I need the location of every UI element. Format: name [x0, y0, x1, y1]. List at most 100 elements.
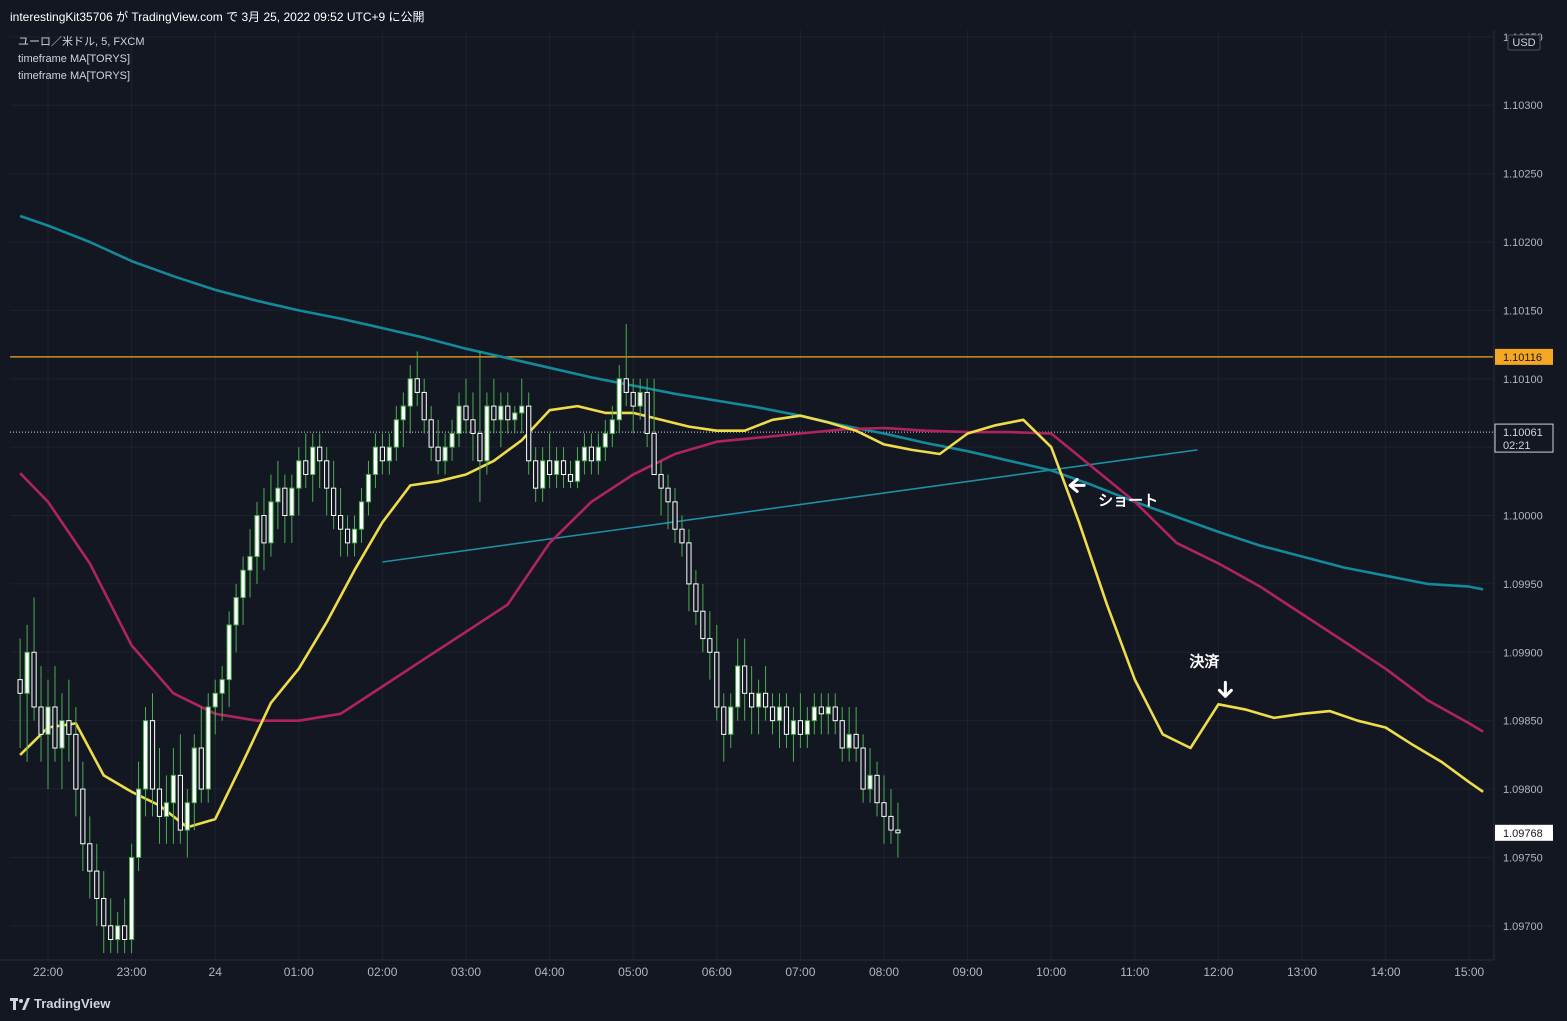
candle[interactable] — [310, 433, 316, 502]
candle[interactable] — [428, 406, 434, 461]
candle[interactable] — [609, 406, 615, 448]
candle[interactable] — [888, 789, 894, 844]
candle[interactable] — [212, 679, 218, 735]
candle[interactable] — [665, 474, 671, 530]
candle[interactable] — [170, 748, 177, 844]
candle[interactable] — [73, 706, 79, 817]
ma-mid-line[interactable] — [19, 426, 1484, 733]
candle[interactable] — [108, 898, 114, 954]
candle[interactable] — [477, 351, 483, 502]
candle[interactable] — [832, 693, 838, 735]
candle[interactable] — [205, 693, 211, 803]
candle[interactable] — [839, 706, 845, 762]
candle[interactable] — [881, 775, 887, 844]
candle[interactable] — [644, 378, 650, 448]
candle[interactable] — [853, 706, 859, 762]
candle[interactable] — [122, 898, 128, 954]
candle[interactable] — [804, 706, 810, 749]
candle[interactable] — [17, 638, 23, 749]
candle[interactable] — [526, 392, 532, 475]
candle[interactable] — [505, 392, 511, 434]
candle[interactable] — [303, 433, 309, 489]
candle[interactable] — [630, 378, 636, 434]
candle[interactable] — [574, 447, 581, 489]
candle[interactable] — [595, 433, 601, 475]
candle[interactable] — [470, 392, 476, 461]
candle[interactable] — [442, 433, 448, 475]
candle[interactable] — [553, 447, 560, 489]
candle[interactable] — [149, 693, 156, 817]
candle[interactable] — [142, 706, 149, 817]
candle[interactable] — [324, 447, 330, 516]
candle[interactable] — [289, 474, 295, 543]
candle[interactable] — [797, 693, 803, 749]
candle[interactable] — [261, 488, 267, 571]
candle[interactable] — [756, 679, 762, 735]
candle[interactable] — [226, 611, 232, 707]
candle[interactable] — [351, 515, 358, 557]
candle[interactable] — [846, 706, 852, 762]
candle[interactable] — [686, 529, 692, 612]
candle[interactable] — [296, 447, 302, 516]
candle[interactable] — [379, 433, 385, 475]
ma-fast-line[interactable] — [19, 404, 1484, 829]
candle[interactable] — [707, 611, 713, 680]
candle[interactable] — [491, 378, 497, 434]
candle[interactable] — [80, 761, 86, 872]
candle[interactable] — [790, 706, 797, 762]
candle[interactable] — [24, 624, 30, 762]
candle[interactable] — [135, 761, 142, 872]
candle[interactable] — [400, 392, 406, 448]
candle[interactable] — [163, 775, 170, 844]
candle[interactable] — [714, 624, 720, 721]
candle[interactable] — [874, 761, 880, 817]
candle[interactable] — [129, 843, 135, 954]
candle[interactable] — [191, 734, 197, 831]
candle[interactable] — [240, 556, 246, 625]
candle[interactable] — [581, 433, 588, 475]
candle[interactable] — [275, 460, 281, 530]
candle[interactable] — [52, 665, 58, 762]
candle[interactable] — [560, 447, 567, 489]
chart-area[interactable]: 1.103501.103001.102501.102001.101501.101… — [0, 30, 1567, 990]
candle[interactable] — [358, 488, 365, 543]
candle[interactable] — [728, 693, 734, 749]
candle[interactable] — [547, 433, 553, 489]
candle[interactable] — [651, 378, 657, 475]
candle[interactable] — [679, 515, 685, 557]
candle[interactable] — [94, 843, 100, 926]
candle[interactable] — [735, 638, 741, 721]
candle[interactable] — [407, 365, 413, 434]
candle[interactable] — [101, 871, 107, 954]
candle[interactable] — [895, 802, 901, 858]
candle[interactable] — [658, 460, 664, 516]
candle[interactable] — [567, 460, 574, 489]
candle[interactable] — [700, 583, 706, 653]
candle[interactable] — [31, 597, 37, 721]
candle[interactable] — [414, 351, 420, 407]
currency-badge[interactable] — [1507, 34, 1541, 51]
ma-slow-line[interactable] — [19, 214, 1484, 591]
candle[interactable] — [317, 433, 323, 489]
candle[interactable] — [637, 378, 643, 420]
candle[interactable] — [66, 679, 72, 762]
candle[interactable] — [484, 392, 490, 475]
candle[interactable] — [87, 816, 93, 899]
candle[interactable] — [268, 474, 274, 557]
candle[interactable] — [449, 419, 455, 461]
candle[interactable] — [156, 748, 163, 844]
candle[interactable] — [372, 433, 379, 489]
candle[interactable] — [386, 433, 392, 475]
candle[interactable] — [672, 488, 678, 543]
legend-indicator-2[interactable]: timeframe MA[TORYS] — [18, 70, 131, 82]
candle[interactable] — [115, 912, 121, 954]
tradingview-logo[interactable]: TradingView — [10, 996, 110, 1011]
candle[interactable] — [421, 378, 427, 434]
candle[interactable] — [254, 501, 260, 584]
candle[interactable] — [45, 679, 51, 790]
candle[interactable] — [456, 392, 462, 448]
candle[interactable] — [247, 529, 253, 598]
candle[interactable] — [811, 693, 817, 735]
candle[interactable] — [540, 447, 546, 502]
candle[interactable] — [184, 789, 190, 858]
